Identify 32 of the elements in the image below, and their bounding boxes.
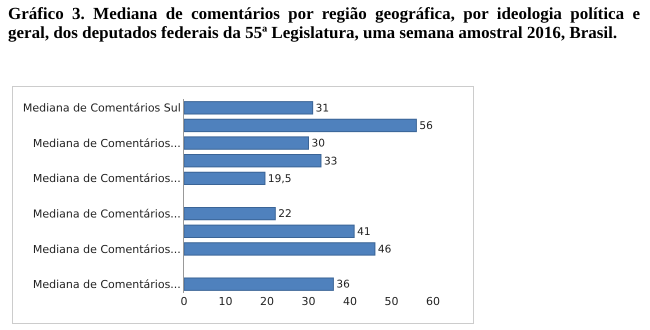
data-label: 22	[278, 208, 292, 220]
x-tick-label: 30	[302, 295, 316, 308]
y-tick-label: Mediana de Comentários...	[32, 136, 181, 150]
data-label: 30	[312, 138, 326, 150]
data-label: 33	[324, 155, 338, 168]
y-tick-label: Mediana de Comentários...	[32, 207, 181, 220]
bar	[184, 224, 355, 238]
x-tick-label: 0	[180, 295, 188, 308]
y-tick-label: Mediana de Comentários...	[32, 242, 181, 256]
bar	[184, 278, 334, 291]
bar	[184, 101, 314, 114]
bar	[184, 172, 266, 186]
data-label: 46	[378, 243, 392, 256]
bar	[184, 154, 322, 168]
data-label: 41	[357, 226, 371, 238]
x-tick-label: 60	[426, 295, 440, 308]
bar	[184, 118, 417, 132]
bar	[184, 136, 309, 150]
x-tick-label: 20	[260, 295, 274, 308]
y-tick-label: Mediana de Comentários...	[32, 172, 181, 186]
x-tick-label: 40	[343, 295, 357, 308]
chart-title: Gráfico 3. Mediana de comentários por região geográfica, por ideologia política e geral, dos deputados federais da 55ª Legislatura, uma semana amostral 2016, Brasil.	[8, 4, 640, 42]
bar	[184, 206, 276, 220]
data-label: 31	[316, 102, 330, 114]
x-tick-label: 50	[384, 295, 398, 308]
x-tick-label: 10	[218, 295, 232, 308]
data-label: 56	[419, 120, 434, 132]
y-tick-label: Mediana de Comentários Sul	[22, 102, 181, 115]
data-label: 36	[336, 278, 350, 291]
bar	[184, 242, 376, 256]
data-label: 19,5	[268, 172, 292, 185]
y-tick-label: Mediana de Comentários...	[32, 278, 181, 292]
